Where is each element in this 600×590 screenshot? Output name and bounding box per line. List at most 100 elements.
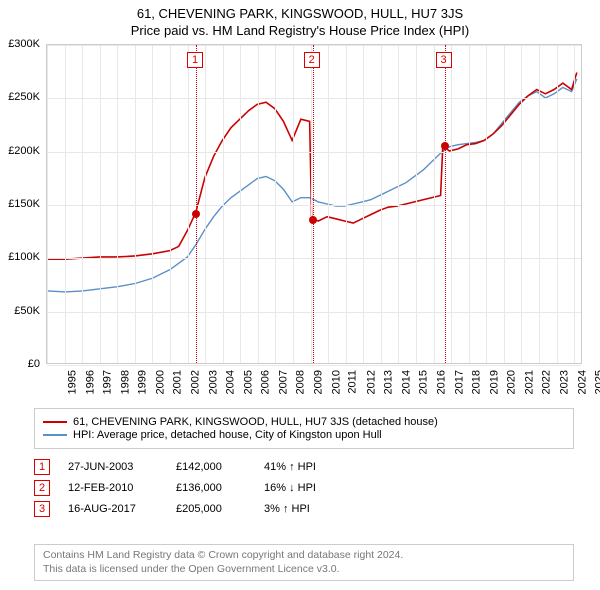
gridline-v (135, 45, 136, 363)
event-price: £142,000 (176, 461, 246, 473)
x-axis-label: 2004 (225, 370, 237, 394)
gridline-v (486, 45, 487, 363)
y-axis-label: £300K (0, 38, 40, 50)
gridline-v (65, 45, 66, 363)
footer-line2: This data is licensed under the Open Gov… (43, 563, 565, 577)
gridline-h (47, 152, 581, 153)
event-number-box: 2 (34, 480, 50, 496)
event-marker-line (445, 45, 446, 363)
gridline-v (170, 45, 171, 363)
legend-label: 61, CHEVENING PARK, KINGSWOOD, HULL, HU7… (73, 416, 438, 428)
gridline-v (434, 45, 435, 363)
x-axis-label: 2002 (190, 370, 202, 394)
gridline-h (47, 365, 581, 366)
y-axis-label: £50K (0, 305, 40, 317)
legend-swatch (43, 421, 67, 423)
gridline-h (47, 205, 581, 206)
legend-label: HPI: Average price, detached house, City… (73, 429, 382, 441)
gridline-v (469, 45, 470, 363)
gridline-v (100, 45, 101, 363)
gridline-v (557, 45, 558, 363)
x-axis-label: 2005 (242, 370, 254, 394)
gridline-v (398, 45, 399, 363)
x-axis-label: 2017 (453, 370, 465, 394)
chart-svg (47, 45, 581, 363)
x-axis-label: 2013 (383, 370, 395, 394)
gridline-h (47, 258, 581, 259)
x-axis-label: 2016 (436, 370, 448, 394)
event-delta: 16% ↓ HPI (264, 482, 344, 494)
event-number-box: 1 (34, 459, 50, 475)
legend-swatch (43, 434, 67, 436)
y-axis-label: £200K (0, 145, 40, 157)
gridline-v (117, 45, 118, 363)
x-axis-label: 2006 (260, 370, 272, 394)
event-marker-box: 1 (187, 52, 203, 68)
gridline-v (521, 45, 522, 363)
gridline-h (47, 98, 581, 99)
chart-title-sub: Price paid vs. HM Land Registry's House … (0, 21, 600, 38)
event-price: £136,000 (176, 482, 246, 494)
legend-row: 61, CHEVENING PARK, KINGSWOOD, HULL, HU7… (43, 416, 565, 428)
event-marker-dot (192, 210, 200, 218)
event-row: 2 12-FEB-2010 £136,000 16% ↓ HPI (34, 480, 344, 496)
gridline-v (47, 45, 48, 363)
x-axis-label: 2015 (418, 370, 430, 394)
event-number-box: 3 (34, 501, 50, 517)
footer-line1: Contains HM Land Registry data © Crown c… (43, 549, 565, 563)
x-axis-label: 1997 (102, 370, 114, 394)
event-marker-line (313, 45, 314, 363)
y-axis-label: £0 (0, 358, 40, 370)
x-axis-label: 2020 (506, 370, 518, 394)
gridline-v (82, 45, 83, 363)
chart-plot-area (46, 44, 582, 364)
x-axis-label: 2003 (207, 370, 219, 394)
gridline-v (258, 45, 259, 363)
gridline-h (47, 45, 581, 46)
x-axis-label: 2014 (400, 370, 412, 394)
event-marker-line (196, 45, 197, 363)
legend-row: HPI: Average price, detached house, City… (43, 429, 565, 441)
event-date: 16-AUG-2017 (68, 503, 158, 515)
x-axis-label: 2010 (330, 370, 342, 394)
gridline-h (47, 312, 581, 313)
gridline-v (574, 45, 575, 363)
event-price: £205,000 (176, 503, 246, 515)
x-axis-label: 2021 (523, 370, 535, 394)
event-marker-dot (309, 216, 317, 224)
y-axis-label: £250K (0, 91, 40, 103)
gridline-v (223, 45, 224, 363)
legend-box: 61, CHEVENING PARK, KINGSWOOD, HULL, HU7… (34, 408, 574, 449)
x-axis-label: 1999 (137, 370, 149, 394)
gridline-v (293, 45, 294, 363)
x-axis-label: 2018 (471, 370, 483, 394)
y-axis-label: £150K (0, 198, 40, 210)
gridline-v (188, 45, 189, 363)
y-axis-label: £100K (0, 251, 40, 263)
x-axis-label: 2022 (541, 370, 553, 394)
gridline-v (346, 45, 347, 363)
gridline-v (328, 45, 329, 363)
x-axis-label: 2000 (154, 370, 166, 394)
events-table: 127-JUN-2003£142,00041% ↑ HPI212-FEB-201… (34, 454, 344, 522)
x-axis-label: 2019 (488, 370, 500, 394)
chart-title-address: 61, CHEVENING PARK, KINGSWOOD, HULL, HU7… (0, 0, 600, 21)
gridline-v (205, 45, 206, 363)
event-row: 127-JUN-2003£142,00041% ↑ HPI (34, 459, 344, 475)
gridline-v (152, 45, 153, 363)
x-axis-label: 2024 (576, 370, 588, 394)
gridline-v (539, 45, 540, 363)
gridline-v (311, 45, 312, 363)
event-marker-box: 3 (436, 52, 452, 68)
gridline-v (504, 45, 505, 363)
event-delta: 41% ↑ HPI (264, 461, 344, 473)
gridline-v (416, 45, 417, 363)
x-axis-label: 2009 (313, 370, 325, 394)
event-date: 12-FEB-2010 (68, 482, 158, 494)
gridline-v (451, 45, 452, 363)
event-row: 316-AUG-2017£205,0003% ↑ HPI (34, 501, 344, 517)
x-axis-label: 2001 (172, 370, 184, 394)
x-axis-label: 2007 (277, 370, 289, 394)
x-axis-label: 2012 (365, 370, 377, 394)
x-axis-label: 2023 (559, 370, 571, 394)
